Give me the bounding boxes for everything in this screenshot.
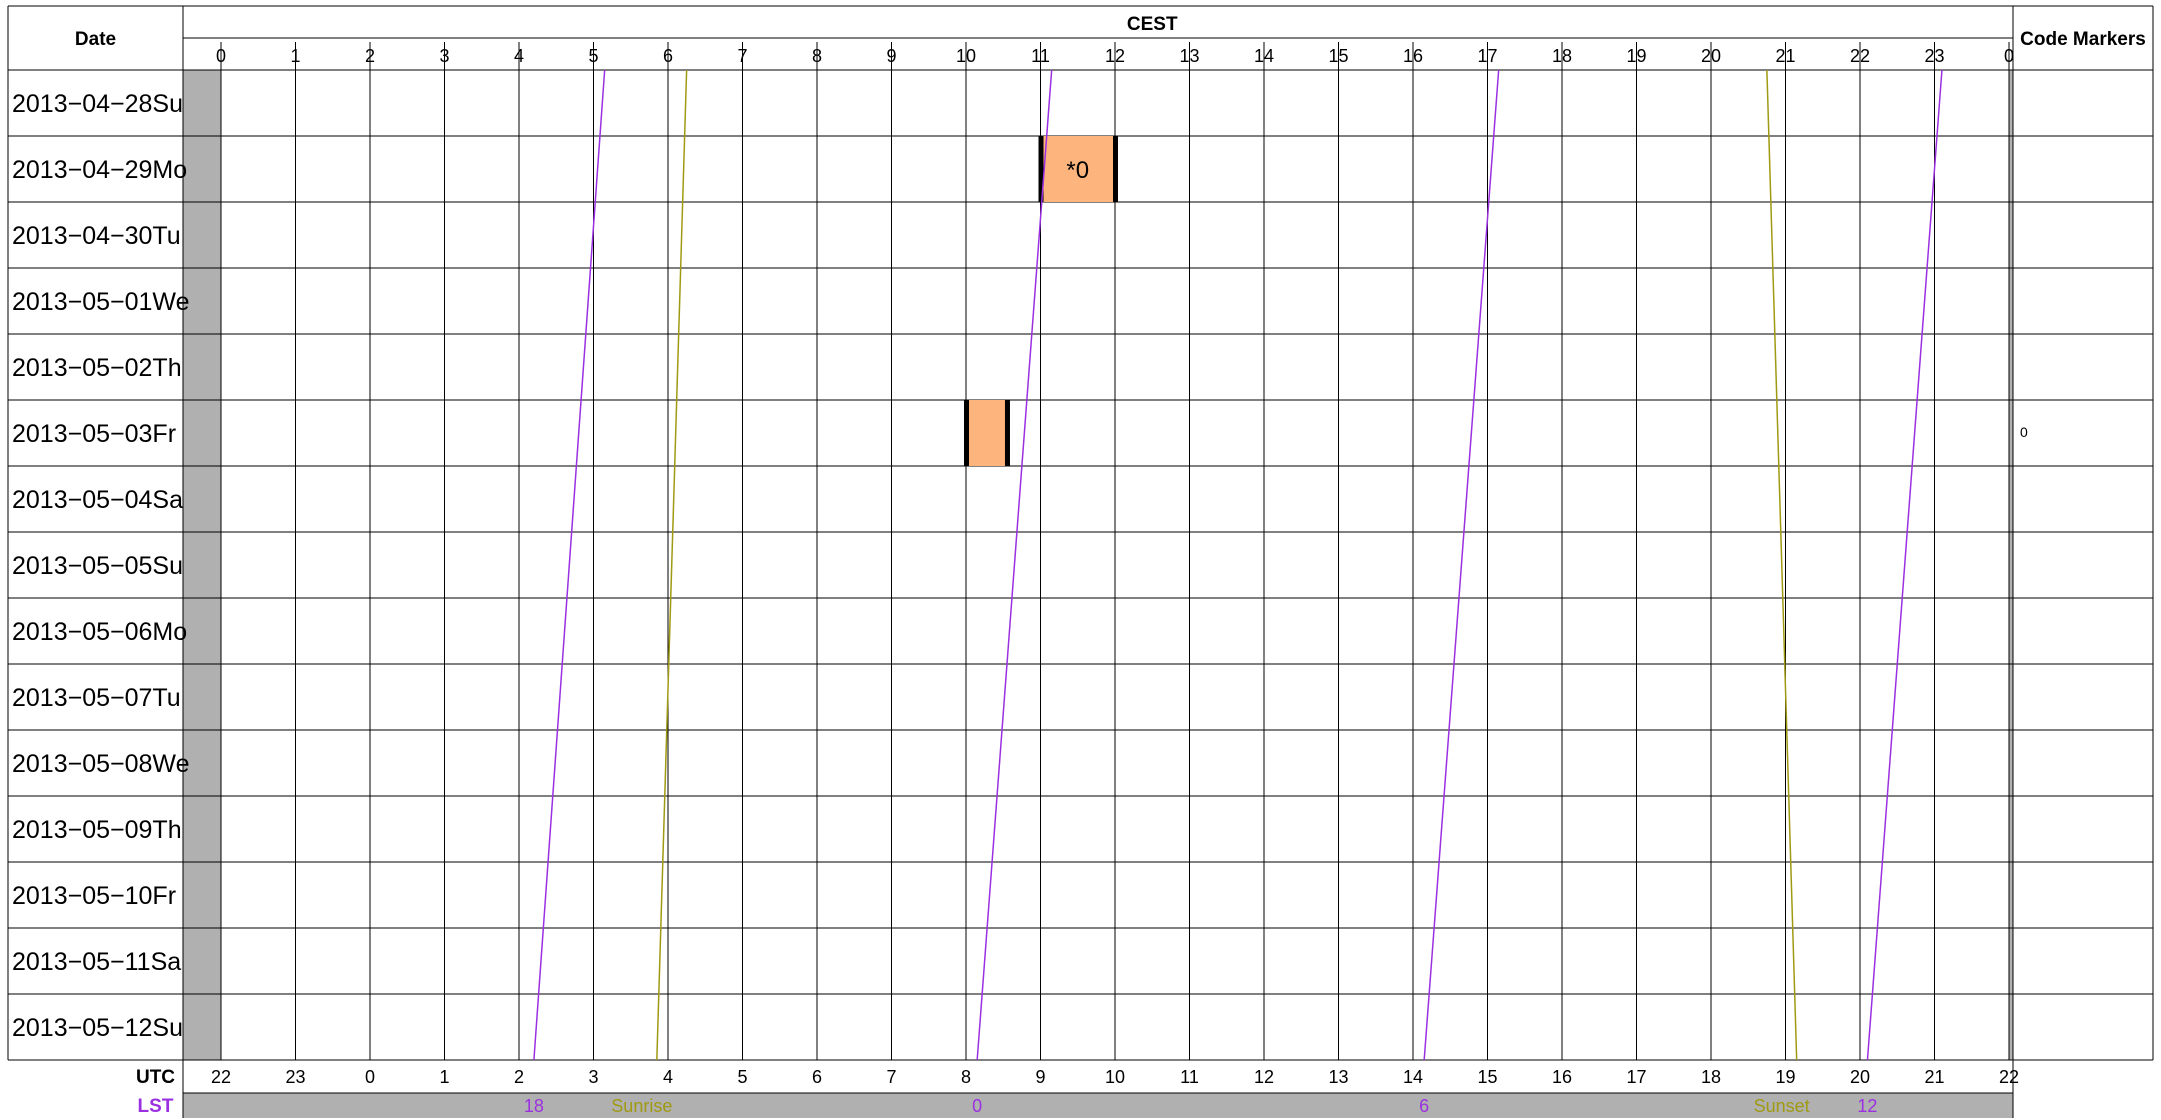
utc-tick-label: 22: [1999, 1067, 2019, 1087]
utc-tick-label: 13: [1328, 1067, 1348, 1087]
utc-tick-label: 14: [1403, 1067, 1423, 1087]
date-label: 2013−04−29Mo: [12, 156, 187, 184]
cest-tick-label: 8: [812, 46, 822, 66]
date-label: 2013−05−06Mo: [12, 618, 187, 646]
utc-tick-label: 20: [1850, 1067, 1870, 1087]
cest-tick-label: 21: [1775, 46, 1795, 66]
lst-line: [1423, 69, 1500, 1061]
date-label: 2013−05−07Tu: [12, 684, 181, 712]
lst-line: [1866, 69, 1943, 1061]
utc-tick-label: 0: [365, 1067, 375, 1087]
utc-tick-label: 11: [1180, 1067, 1199, 1087]
cest-tick-label: 7: [737, 46, 747, 66]
observation-start-edge: [1038, 136, 1044, 202]
utc-tick-label: 10: [1105, 1067, 1125, 1087]
observation-label: *0: [1066, 157, 1089, 184]
observation-start-edge: [964, 400, 969, 466]
observation-block: [966, 400, 1007, 466]
date-label: 2013−05−12Su: [12, 1014, 183, 1042]
date-label: 2013−05−08We: [12, 750, 189, 778]
cest-tick-label: 6: [663, 46, 673, 66]
cest-tick-label: 13: [1179, 46, 1199, 66]
cest-tick-label: 2: [365, 46, 375, 66]
utc-tick-label: 19: [1775, 1067, 1795, 1087]
code-markers-header: Code Markers: [2020, 29, 2146, 50]
cest-tick-label: 9: [886, 46, 896, 66]
date-label: 2013−05−09Th: [12, 816, 182, 844]
sunset-label: Sunset: [1754, 1096, 1810, 1116]
utc-tick-label: 6: [812, 1067, 822, 1087]
cest-tick-label: 11: [1031, 46, 1050, 66]
date-label: 2013−05−10Fr: [12, 882, 176, 910]
utc-tick-label: 12: [1254, 1067, 1274, 1087]
observation-end-edge: [1004, 400, 1010, 466]
cest-tick-label: 17: [1477, 46, 1497, 66]
lst-line: [533, 69, 606, 1061]
cest-tick-label: 19: [1626, 46, 1646, 66]
utc-tick-label: 3: [588, 1067, 598, 1087]
date-label: 2013−04−28Su: [12, 90, 183, 118]
cest-tick-label: 3: [439, 46, 449, 66]
lst-tick-label: 0: [972, 1096, 982, 1116]
code-marker: 0: [2020, 424, 2028, 440]
utc-tick-label: 9: [1035, 1067, 1045, 1087]
cest-tick-label: 12: [1105, 46, 1125, 66]
cest-tick-label: 10: [956, 46, 976, 66]
cest-tick-label: 1: [290, 46, 300, 66]
utc-tick-label: 16: [1552, 1067, 1572, 1087]
utc-tick-label: 1: [439, 1067, 449, 1087]
lst-band: [183, 1093, 2013, 1118]
utc-tick-label: 7: [886, 1067, 896, 1087]
sunset-line: [1766, 69, 1798, 1061]
utc-tick-label: 23: [285, 1067, 305, 1087]
lst-tick-label: 18: [524, 1096, 544, 1116]
cest-tick-label: 20: [1701, 46, 1721, 66]
utc-label: UTC: [136, 1067, 175, 1088]
utc-tick-label: 8: [961, 1067, 971, 1087]
observation-end-edge: [1113, 136, 1118, 202]
cest-tick-label: 0: [2004, 46, 2014, 66]
cest-tick-label: 15: [1328, 46, 1348, 66]
utc-tick-label: 17: [1626, 1067, 1646, 1087]
observation-block: [1040, 136, 1115, 202]
sunrise-label: Sunrise: [611, 1096, 672, 1116]
date-label: 2013−05−01We: [12, 288, 189, 316]
cest-tick-label: 0: [216, 46, 226, 66]
cest-tick-label: 16: [1403, 46, 1423, 66]
utc-tick-label: 4: [663, 1067, 673, 1087]
date-header: Date: [75, 29, 116, 50]
date-label: 2013−05−05Su: [12, 552, 183, 580]
lst-label: LST: [138, 1096, 174, 1117]
utc-tick-label: 18: [1701, 1067, 1721, 1087]
timezone-header: CEST: [1127, 14, 1178, 35]
cest-tick-label: 23: [1924, 46, 1944, 66]
utc-tick-label: 22: [211, 1067, 231, 1087]
right-shade-band: [2009, 70, 2013, 1060]
cest-tick-label: 14: [1254, 46, 1274, 66]
cest-tick-label: 5: [588, 46, 598, 66]
cest-tick-label: 22: [1850, 46, 1870, 66]
lst-tick-label: 6: [1419, 1096, 1429, 1116]
utc-tick-label: 15: [1477, 1067, 1497, 1087]
utc-tick-label: 2: [514, 1067, 524, 1087]
lst-tick-label: 12: [1857, 1096, 1877, 1116]
utc-tick-label: 5: [737, 1067, 747, 1087]
date-label: 2013−05−11Sa: [12, 948, 181, 976]
lst-line: [976, 69, 1053, 1061]
date-label: 2013−05−03Fr: [12, 420, 176, 448]
sunrise-line: [656, 69, 688, 1061]
date-label: 2013−04−30Tu: [12, 222, 181, 250]
date-label: 2013−05−02Th: [12, 354, 182, 382]
cest-tick-label: 18: [1552, 46, 1572, 66]
date-label: 2013−05−04Sa: [12, 486, 183, 514]
left-shade-band: [183, 70, 221, 1060]
cest-tick-label: 4: [514, 46, 524, 66]
utc-tick-label: 21: [1924, 1067, 1944, 1087]
